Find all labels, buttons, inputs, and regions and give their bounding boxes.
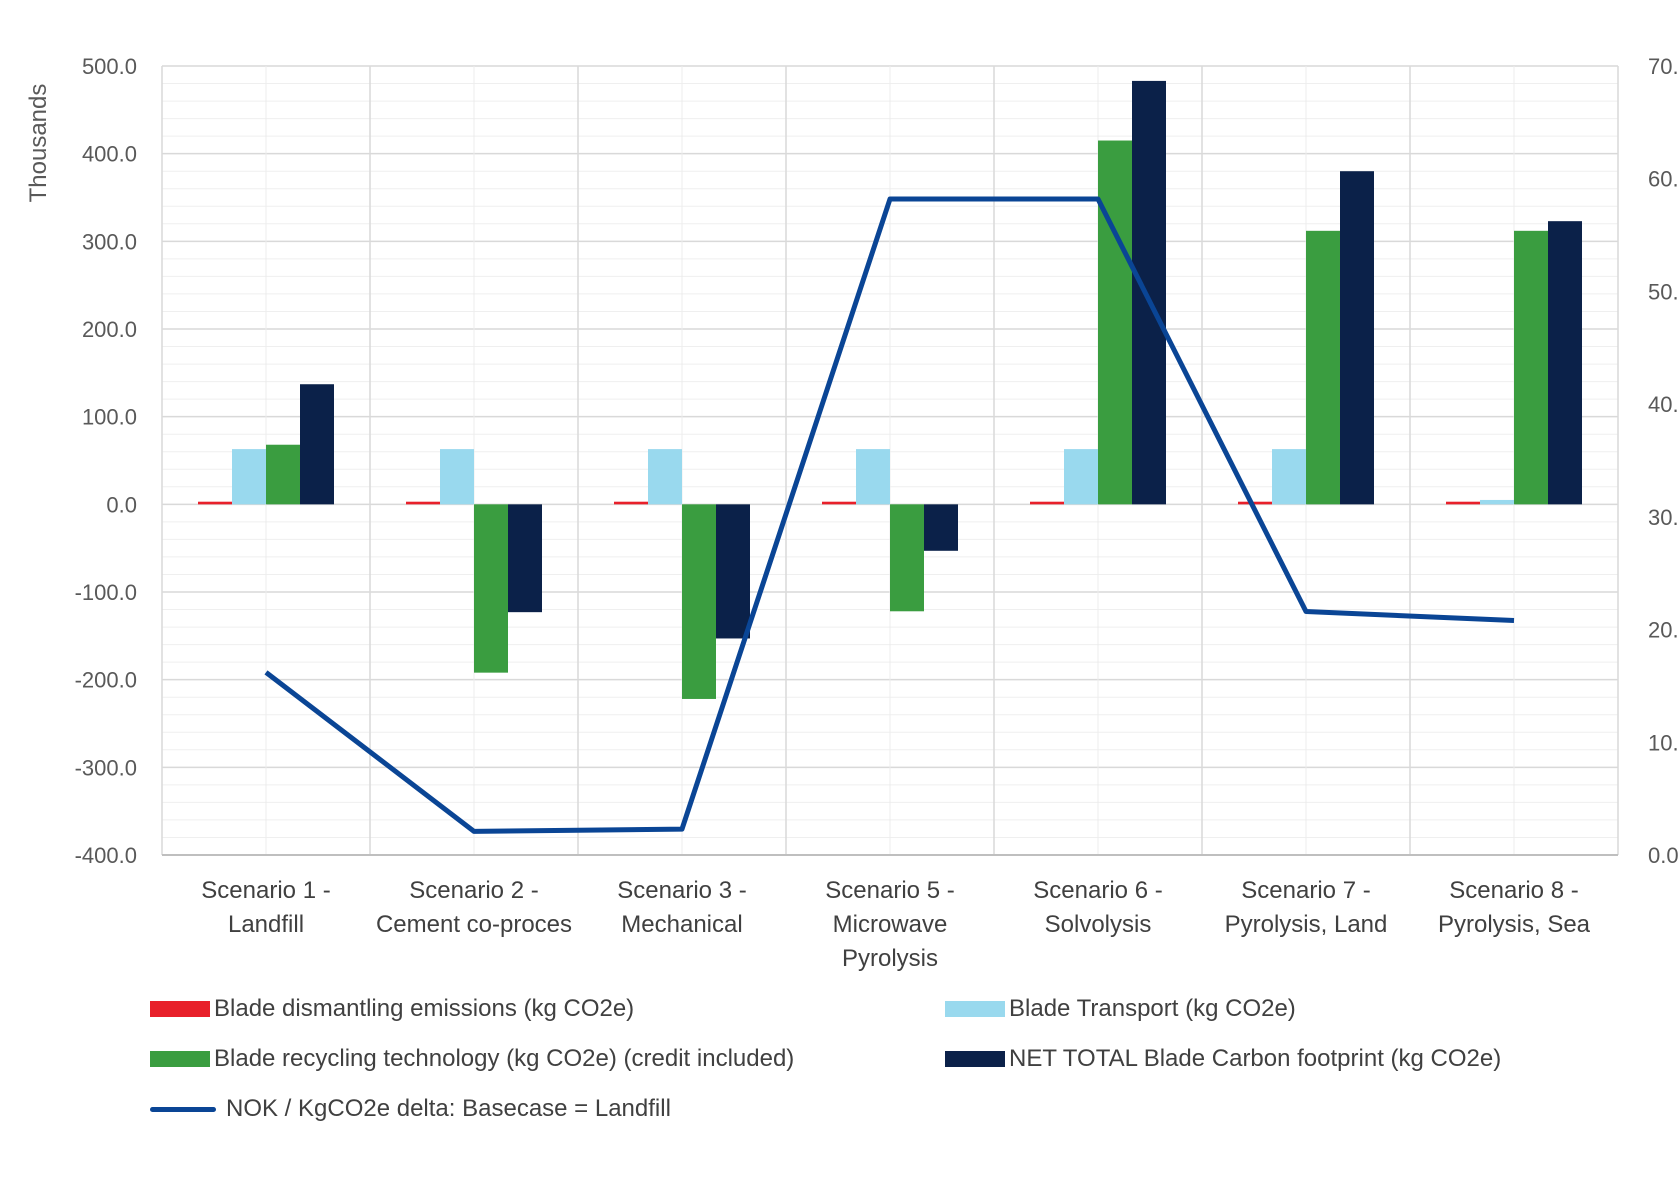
y2-tick-label: 30. [1648,505,1679,530]
bar-1-cat-3 [614,501,648,505]
legend-label: NOK / KgCO2e delta: Basecase = Landfill [226,1095,671,1122]
legend-swatch [150,1001,210,1017]
category-label: Microwave [833,911,948,938]
y-tick-label: 200.0 [82,317,137,342]
legend-item-dismantling: Blade dismantling emissions (kg CO2e) [150,995,634,1023]
legend-swatch [150,1051,210,1067]
y2-tick-label: 60. [1648,167,1679,192]
bar-4-cat-2 [508,504,542,613]
bar-1-cat-7 [1446,501,1480,505]
y-tick-label: -200.0 [75,668,137,693]
category-label: Pyrolysis [842,945,938,972]
bar-1-cat-6 [1238,501,1272,505]
bar-1-cat-5 [1030,501,1064,505]
category-label: Scenario 8 - [1449,877,1578,904]
legend-swatch [945,1001,1005,1017]
legend-swatch-line [150,1106,216,1112]
bar-3-cat-5 [1098,140,1132,505]
legend-item-net-total: NET TOTAL Blade Carbon footprint (kg CO2… [945,1045,1501,1073]
y2-tick-label: 70. [1648,54,1679,79]
category-label: Scenario 7 - [1241,877,1370,904]
legend: Blade dismantling emissions (kg CO2e) Bl… [150,995,1530,1155]
y-axis-ticks: 500.0 400.0 300.0 200.0 100.0 0.0 -100.0 -200.0… [75,54,137,868]
category-label: Scenario 6 - [1033,877,1162,904]
y-tick-label: 0.0 [106,492,137,517]
bar-1-cat-4 [822,501,856,505]
bar-2-cat-2 [440,449,474,505]
y-tick-label: -100.0 [75,580,137,605]
nok-delta-line [264,196,1515,834]
bar-3-cat-4 [890,504,924,612]
bar-1-cat-2 [406,501,440,505]
bar-2-cat-4 [856,449,890,505]
bar-3-cat-3 [682,504,716,699]
y2-tick-label: 40. [1648,392,1679,417]
legend-label: Blade dismantling emissions (kg CO2e) [214,995,635,1022]
category-label: Scenario 1 - [201,877,330,904]
category-label: Cement co-proces [376,911,572,938]
y2-tick-label: 50. [1648,279,1679,304]
y2-tick-label: 0.0 [1648,843,1679,868]
bar-2-cat-6 [1272,449,1306,505]
legend-label: NET TOTAL Blade Carbon footprint (kg CO2… [1009,1045,1502,1072]
category-label: Pyrolysis, Sea [1438,911,1591,938]
bars [198,80,1582,699]
y-tick-label: 500.0 [82,54,137,79]
category-labels: Scenario 1 - Landfill Scenario 2 - Cement c… [201,877,1590,972]
y-tick-label: 300.0 [82,229,137,254]
y-axis-title: Thousands [25,84,52,203]
bar-1-cat-1 [198,501,232,505]
category-label: Scenario 2 - [409,877,538,904]
category-label: Landfill [228,911,304,938]
bar-2-cat-1 [232,449,266,505]
line-series [264,196,1515,834]
y-tick-label: -400.0 [75,843,137,868]
bar-3-cat-1 [266,444,300,505]
y-tick-label: 400.0 [82,142,137,167]
legend-item-recycling: Blade recycling technology (kg CO2e) (cr… [150,1045,794,1073]
category-label: Mechanical [621,911,742,938]
bar-4-cat-1 [300,384,334,505]
legend-item-transport: Blade Transport (kg CO2e) [945,995,1296,1023]
category-label: Solvolysis [1045,911,1152,938]
legend-swatch [945,1051,1005,1067]
legend-item-nok-delta: NOK / KgCO2e delta: Basecase = Landfill [150,1095,671,1123]
bar-2-cat-5 [1064,449,1098,505]
category-label: Scenario 3 - [617,877,746,904]
bar-4-cat-5 [1132,80,1166,505]
y-tick-label: -300.0 [75,755,137,780]
legend-label: Blade Transport (kg CO2e) [1009,995,1296,1022]
y2-axis-ticks: 70. 60. 50. 40. 30. 20. 10. 0.0 [1648,54,1679,868]
bar-4-cat-7 [1548,221,1582,505]
bar-3-cat-2 [474,504,508,673]
y2-tick-label: 10. [1648,730,1679,755]
bar-2-cat-7 [1480,499,1514,505]
category-label: Pyrolysis, Land [1225,911,1388,938]
category-label: Scenario 5 - [825,877,954,904]
bar-4-cat-4 [924,504,958,551]
bar-4-cat-6 [1340,171,1374,505]
y2-tick-label: 20. [1648,618,1679,643]
y-tick-label: 100.0 [82,405,137,430]
legend-label: Blade recycling technology (kg CO2e) (cr… [214,1045,795,1072]
bar-3-cat-7 [1514,230,1548,505]
bar-3-cat-6 [1306,230,1340,505]
bar-2-cat-3 [648,449,682,505]
bar-4-cat-3 [716,504,750,639]
gridlines [161,65,1619,856]
